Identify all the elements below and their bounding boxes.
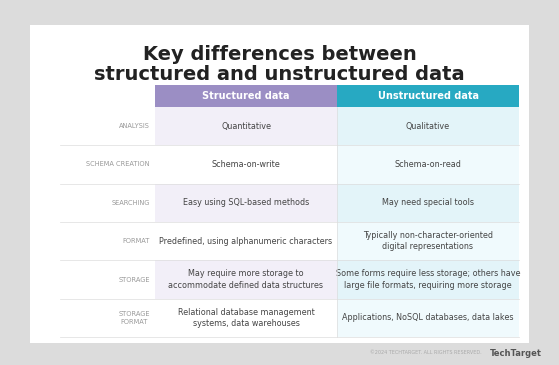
FancyBboxPatch shape — [155, 299, 337, 337]
Text: ©2024 TECHTARGET. ALL RIGHTS RESERVED.: ©2024 TECHTARGET. ALL RIGHTS RESERVED. — [370, 350, 482, 356]
FancyBboxPatch shape — [155, 85, 337, 107]
FancyBboxPatch shape — [155, 145, 337, 184]
Text: Schema-on-read: Schema-on-read — [395, 160, 461, 169]
FancyBboxPatch shape — [337, 107, 519, 145]
FancyBboxPatch shape — [155, 260, 337, 299]
Text: Quantitative: Quantitative — [221, 122, 271, 131]
FancyBboxPatch shape — [60, 107, 155, 145]
FancyBboxPatch shape — [60, 222, 155, 260]
Text: Key differences between: Key differences between — [143, 45, 416, 64]
FancyBboxPatch shape — [60, 260, 155, 299]
Text: Easy using SQL-based methods: Easy using SQL-based methods — [183, 198, 309, 207]
Text: Qualitative: Qualitative — [406, 122, 450, 131]
FancyBboxPatch shape — [60, 184, 155, 222]
FancyBboxPatch shape — [337, 85, 519, 107]
FancyBboxPatch shape — [337, 184, 519, 222]
Text: FORMAT: FORMAT — [122, 238, 150, 244]
FancyBboxPatch shape — [337, 260, 519, 299]
Text: Schema-on-write: Schema-on-write — [212, 160, 281, 169]
Text: Typically non-character-oriented
digital representations: Typically non-character-oriented digital… — [363, 231, 493, 251]
Text: SEARCHING: SEARCHING — [112, 200, 150, 206]
Text: May need special tools: May need special tools — [382, 198, 474, 207]
Text: TechTarget: TechTarget — [490, 349, 542, 357]
Text: structured and unstructured data: structured and unstructured data — [94, 65, 465, 84]
FancyBboxPatch shape — [155, 222, 337, 260]
Text: Structured data: Structured data — [202, 91, 290, 101]
FancyBboxPatch shape — [337, 299, 519, 337]
Text: STORAGE
FORMAT: STORAGE FORMAT — [119, 311, 150, 324]
Text: STORAGE: STORAGE — [119, 277, 150, 283]
Text: Relational database management
systems, data warehouses: Relational database management systems, … — [178, 308, 314, 328]
FancyBboxPatch shape — [155, 107, 337, 145]
Text: Applications, NoSQL databases, data lakes: Applications, NoSQL databases, data lake… — [342, 313, 514, 322]
FancyBboxPatch shape — [155, 184, 337, 222]
Text: ANALYSIS: ANALYSIS — [119, 123, 150, 129]
Text: Some forms require less storage; others have
large file formats, requiring more : Some forms require less storage; others … — [336, 269, 520, 289]
FancyBboxPatch shape — [337, 222, 519, 260]
FancyBboxPatch shape — [337, 145, 519, 184]
Text: SCHEMA CREATION: SCHEMA CREATION — [87, 161, 150, 168]
Text: Predefined, using alphanumeric characters: Predefined, using alphanumeric character… — [159, 237, 333, 246]
FancyBboxPatch shape — [60, 299, 155, 337]
Text: Unstructured data: Unstructured data — [377, 91, 479, 101]
Text: May require more storage to
accommodate defined data structures: May require more storage to accommodate … — [168, 269, 324, 289]
FancyBboxPatch shape — [30, 25, 529, 343]
FancyBboxPatch shape — [60, 145, 155, 184]
